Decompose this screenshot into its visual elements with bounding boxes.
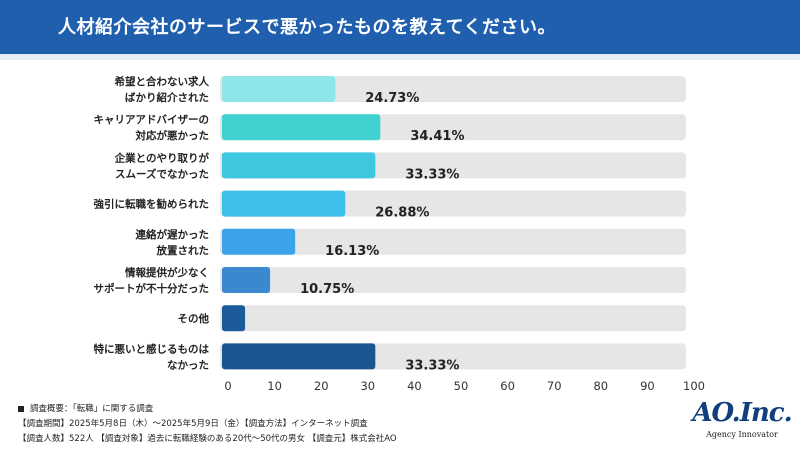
x-tick-label: 0: [224, 379, 231, 393]
x-tick-label: 30: [360, 379, 375, 393]
header-banner: 人材紹介会社のサービスで悪かったものを教えてください。: [0, 0, 800, 60]
data-label: 10.75%: [300, 282, 354, 297]
data-label: 16.13%: [325, 244, 379, 259]
category-label: 特に悪いと感じるものはなかった: [94, 342, 210, 371]
category-label: キャリアアドバイザーの対応が悪かった: [94, 114, 210, 142]
category-label: 希望と合わない求人ばかり紹介された: [114, 75, 210, 104]
category-label: 強引に転職を勧められた: [94, 198, 210, 211]
bar: [222, 190, 346, 217]
bar: [222, 76, 336, 102]
data-label: 34.41%: [410, 129, 464, 144]
square-bullet-icon: [18, 405, 24, 412]
x-tick-label: 80: [593, 379, 608, 393]
x-tick-label: 60: [500, 379, 515, 393]
page-title: 人材紹介会社のサービスで悪かったものを教えてください。: [58, 17, 557, 38]
x-tick-label: 90: [640, 379, 655, 393]
logo-tagline: Agency Innovator: [706, 430, 778, 439]
category-label: 情報提供が少なくサポートが不十分だった: [94, 266, 210, 295]
bar: [222, 305, 246, 332]
bar: [222, 152, 376, 179]
survey-summary-row: 調査概要：「転職」に関する調査: [18, 402, 397, 417]
bar-track: [220, 228, 686, 255]
bar-track: [220, 76, 686, 102]
bar: [222, 343, 376, 370]
x-tick-label: 10: [267, 379, 282, 393]
x-tick-label: 70: [547, 379, 562, 393]
survey-footer: 調査概要：「転職」に関する調査 【調査期間】2025年5月8日（木）～2025年…: [18, 402, 397, 447]
logo-mark: AO.Inc.: [692, 398, 792, 428]
bar-chart: 希望と合わない求人ばかり紹介された 24.73% キャリアアドバイザーの対応が悪かっ…: [94, 75, 705, 393]
category-label: 企業とのやり取りがスムーズでなかった: [114, 151, 210, 180]
bar: [222, 267, 271, 293]
x-tick-label: 40: [407, 379, 422, 393]
data-label: 33.33%: [405, 358, 459, 373]
x-tick-label: 50: [454, 379, 469, 393]
bar: [222, 228, 296, 255]
data-label: 33.33%: [405, 167, 459, 182]
x-tick-label: 100: [683, 379, 705, 393]
survey-subjects: 【調査人数】522人 【調査対象】過去に転職経験のある20代～50代の男女 【調…: [18, 434, 397, 444]
category-label: その他: [178, 312, 210, 325]
category-label: 連絡が遅かった放置された: [136, 228, 210, 257]
data-label: 24.73%: [365, 91, 419, 106]
x-tick-label: 20: [314, 379, 329, 393]
company-logo: AO.Inc. Agency Innovator: [692, 400, 792, 439]
bar: [222, 114, 381, 141]
survey-period: 【調査期間】2025年5月8日（木）～2025年5月9日（金）【調査方法】インタ…: [18, 419, 368, 429]
bar-track: [220, 267, 686, 293]
data-label: 26.88%: [375, 206, 429, 221]
survey-summary: 調査概要：「転職」に関する調査: [30, 404, 154, 414]
bar-track: [220, 305, 686, 332]
